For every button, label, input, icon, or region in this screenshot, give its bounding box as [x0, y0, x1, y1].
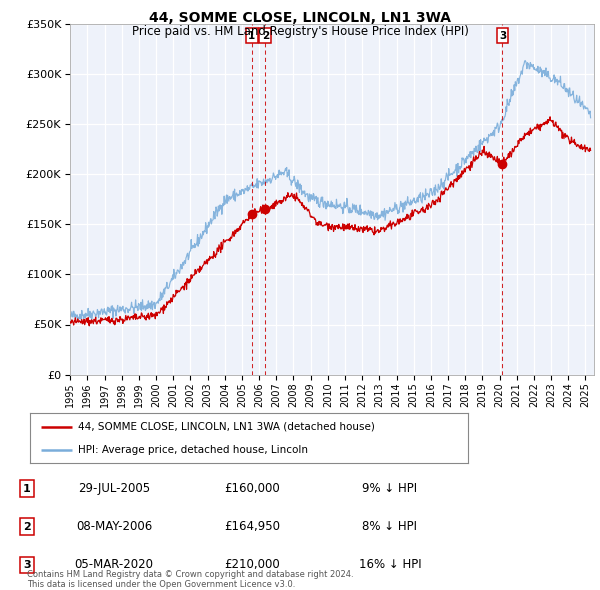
Text: £160,000: £160,000	[224, 482, 280, 495]
Text: 29-JUL-2005: 29-JUL-2005	[78, 482, 150, 495]
Text: Contains HM Land Registry data © Crown copyright and database right 2024.
This d: Contains HM Land Registry data © Crown c…	[27, 570, 353, 589]
Text: 3: 3	[23, 560, 31, 569]
Text: 2: 2	[23, 522, 31, 532]
Text: 1: 1	[23, 484, 31, 493]
Text: 3: 3	[499, 31, 506, 41]
Text: 44, SOMME CLOSE, LINCOLN, LN1 3WA: 44, SOMME CLOSE, LINCOLN, LN1 3WA	[149, 11, 451, 25]
Text: HPI: Average price, detached house, Lincoln: HPI: Average price, detached house, Linc…	[78, 445, 308, 455]
Text: 9% ↓ HPI: 9% ↓ HPI	[362, 482, 418, 495]
Text: 2: 2	[262, 31, 269, 41]
Text: 1: 1	[248, 31, 256, 41]
Text: Price paid vs. HM Land Registry's House Price Index (HPI): Price paid vs. HM Land Registry's House …	[131, 25, 469, 38]
Text: £210,000: £210,000	[224, 558, 280, 571]
Text: 16% ↓ HPI: 16% ↓ HPI	[359, 558, 421, 571]
Text: 44, SOMME CLOSE, LINCOLN, LN1 3WA (detached house): 44, SOMME CLOSE, LINCOLN, LN1 3WA (detac…	[78, 421, 375, 431]
Text: 8% ↓ HPI: 8% ↓ HPI	[362, 520, 418, 533]
Text: 08-MAY-2006: 08-MAY-2006	[76, 520, 152, 533]
Text: 05-MAR-2020: 05-MAR-2020	[74, 558, 154, 571]
Text: £164,950: £164,950	[224, 520, 280, 533]
